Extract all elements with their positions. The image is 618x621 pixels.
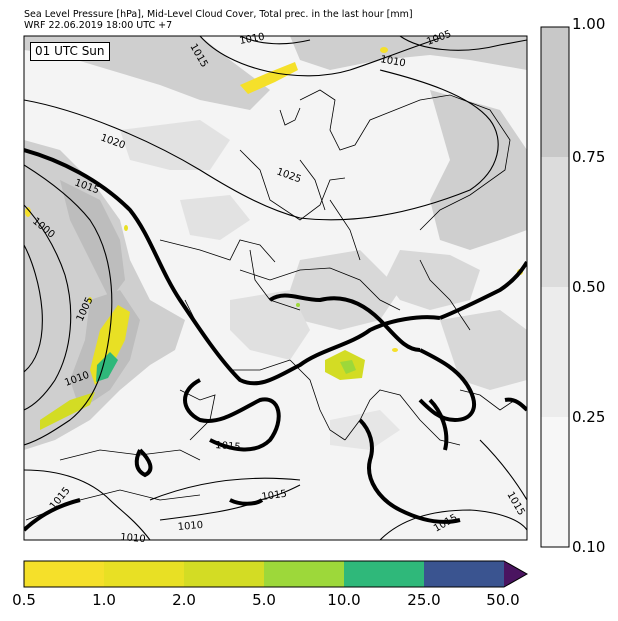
colorbar-segment: [541, 157, 569, 287]
colorbar-segment: [344, 561, 424, 587]
colorbar-segment: [541, 417, 569, 547]
thick-isobar: [24, 148, 527, 532]
colorbar-segment: [541, 287, 569, 417]
colorbar-extend-arrow: [504, 561, 527, 587]
cloud-cover-colorbar: [540, 26, 570, 548]
precip-colorbar-label: 25.0: [407, 591, 441, 609]
map-title: Sea Level Pressure [hPa], Mid-Level Clou…: [24, 9, 413, 20]
precip-colorbar-label: 2.0: [172, 591, 196, 609]
map-frame: [23, 35, 528, 541]
cloud-colorbar-label: 1.00: [572, 15, 606, 33]
precip-colorbar-label: 50.0: [486, 591, 520, 609]
colorbar-segment: [24, 561, 104, 587]
colorbar-segment: [184, 561, 264, 587]
colorbar-segment: [424, 561, 504, 587]
isobar-label: 1015: [261, 489, 288, 503]
isobar-label: 1010: [239, 32, 266, 47]
isobar-label: 1010: [120, 532, 146, 545]
colorbar-segment: [541, 27, 569, 157]
precip-colorbar-label: 1.0: [92, 591, 116, 609]
isobars: [24, 36, 527, 540]
cloud-colorbar-label: 0.50: [572, 278, 606, 296]
precip-colorbar: [23, 560, 529, 588]
isobar-label: 1010: [379, 54, 406, 69]
cloud-cover-layer: [24, 36, 527, 450]
precip-colorbar-label: 5.0: [252, 591, 276, 609]
precip-colorbar-label: 10.0: [327, 591, 361, 609]
precip-layer: [25, 47, 523, 430]
time-stamp: 01 UTC Sun: [30, 42, 110, 61]
isobar-label: 1010: [177, 520, 203, 533]
isobar-label: 1015: [215, 440, 241, 453]
cloud-colorbar-label: 0.75: [572, 148, 606, 166]
map-subtitle: WRF 22.06.2019 18:00 UTC +7: [24, 20, 173, 31]
precip-colorbar-label: 0.5: [12, 591, 36, 609]
colorbar-segment: [104, 561, 184, 587]
cloud-colorbar-label: 0.25: [572, 408, 606, 426]
cloud-colorbar-label: 0.10: [572, 538, 606, 556]
colorbar-segment: [264, 561, 344, 587]
